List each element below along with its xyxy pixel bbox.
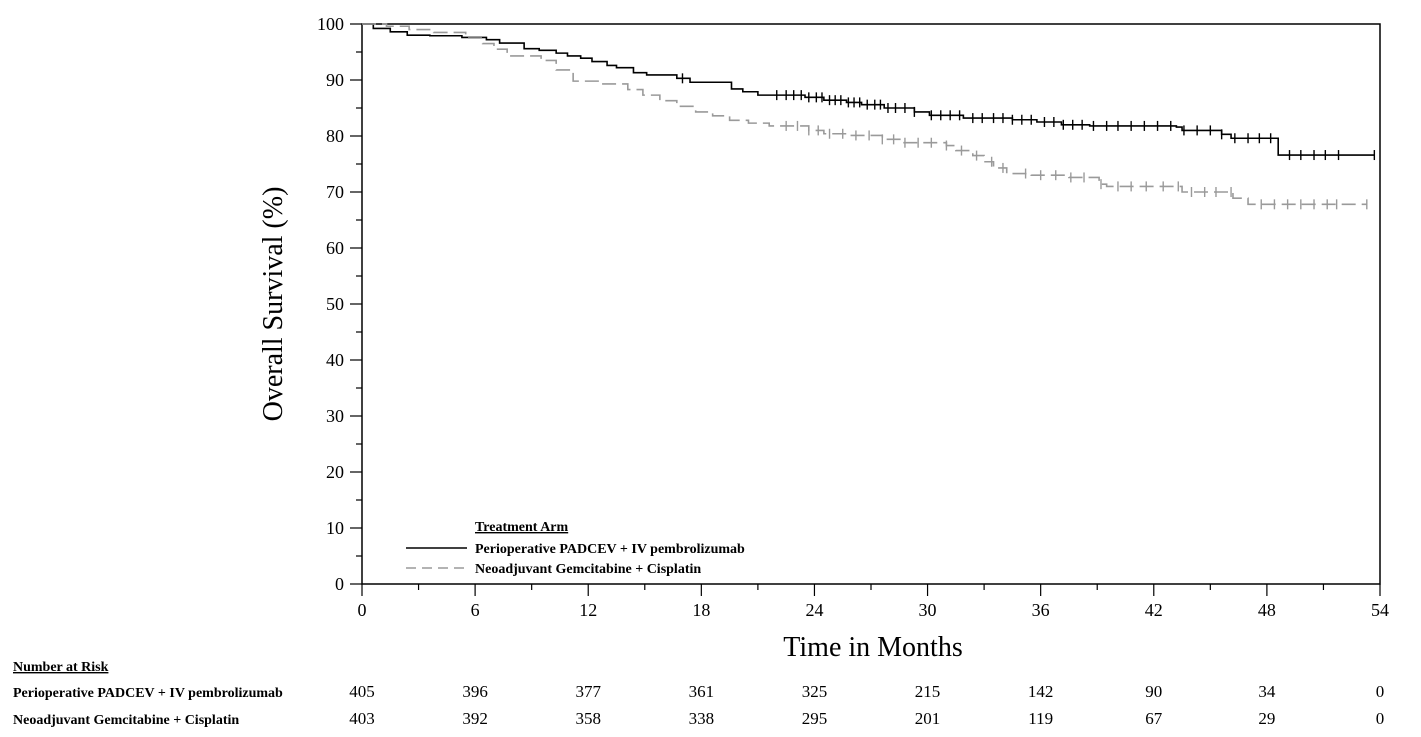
legend-title: Treatment Arm [475,520,569,535]
y-tick-label: 100 [317,14,344,34]
y-axis-title: Overall Survival (%) [258,187,289,422]
y-tick-label: 40 [326,350,344,370]
risk-value: 403 [349,709,375,728]
risk-value: 0 [1376,682,1385,701]
risk-table: Number at Risk Perioperative PADCEV + IV… [13,660,1384,728]
legend-label-padcev: Perioperative PADCEV + IV pembrolizumab [475,542,745,557]
x-tick-label: 0 [358,600,367,620]
risk-value: 325 [802,682,828,701]
risk-row-label-gemcis: Neoadjuvant Gemcitabine + Cisplatin [13,713,239,728]
legend: Treatment Arm Perioperative PADCEV + IV … [406,520,745,577]
legend-label-gemcis: Neoadjuvant Gemcitabine + Cisplatin [475,562,701,577]
x-tick-label: 36 [1032,600,1050,620]
x-tick-label: 42 [1145,600,1163,620]
risk-value: 0 [1376,709,1385,728]
y-tick-label: 70 [326,182,344,202]
y-tick-label: 50 [326,294,344,314]
axes [361,23,1381,585]
risk-value: 67 [1145,709,1163,728]
series-line-padcev [362,23,1375,156]
x-axis-title: Time in Months [783,632,962,663]
risk-value: 295 [802,709,828,728]
y-tick-label: 20 [326,462,344,482]
series [362,23,1376,210]
risk-value: 392 [462,709,488,728]
x-tick-label: 6 [471,600,480,620]
y-tick-label: 80 [326,126,344,146]
y-tick-label: 60 [326,238,344,258]
risk-value: 377 [575,682,601,701]
risk-row-label-padcev: Perioperative PADCEV + IV pembrolizumab [13,686,283,701]
y-tick-label: 90 [326,70,344,90]
y-tick-label: 10 [326,518,344,538]
risk-value: 201 [915,709,941,728]
risk-value: 90 [1145,682,1162,701]
y-tick-label: 0 [335,574,344,594]
risk-table-title: Number at Risk [13,660,109,675]
x-tick-label: 12 [579,600,597,620]
risk-value: 338 [689,709,715,728]
y-tick-label: 30 [326,406,344,426]
x-tick-label: 48 [1258,600,1276,620]
plot-frame [361,23,1381,585]
risk-value: 215 [915,682,941,701]
x-tick-label: 18 [692,600,710,620]
risk-value: 34 [1258,682,1276,701]
risk-value: 396 [462,682,488,701]
x-tick-label: 24 [805,600,823,620]
risk-value: 142 [1028,682,1054,701]
risk-value: 405 [349,682,375,701]
x-tick-label: 30 [919,600,937,620]
series-line-gemcis [362,23,1367,206]
risk-value: 358 [575,709,601,728]
risk-value: 119 [1028,709,1053,728]
x-tick-label: 54 [1371,600,1389,620]
risk-value: 29 [1258,709,1275,728]
risk-values: 405 396 377 361 325 215 142 90 34 0 403 392 358 338 29… [349,682,1384,728]
ticks: 0 10 20 30 40 50 60 70 80 90 100 0 6 12 18 24 30 36 42 48 54 [317,14,1389,620]
risk-value: 361 [689,682,715,701]
